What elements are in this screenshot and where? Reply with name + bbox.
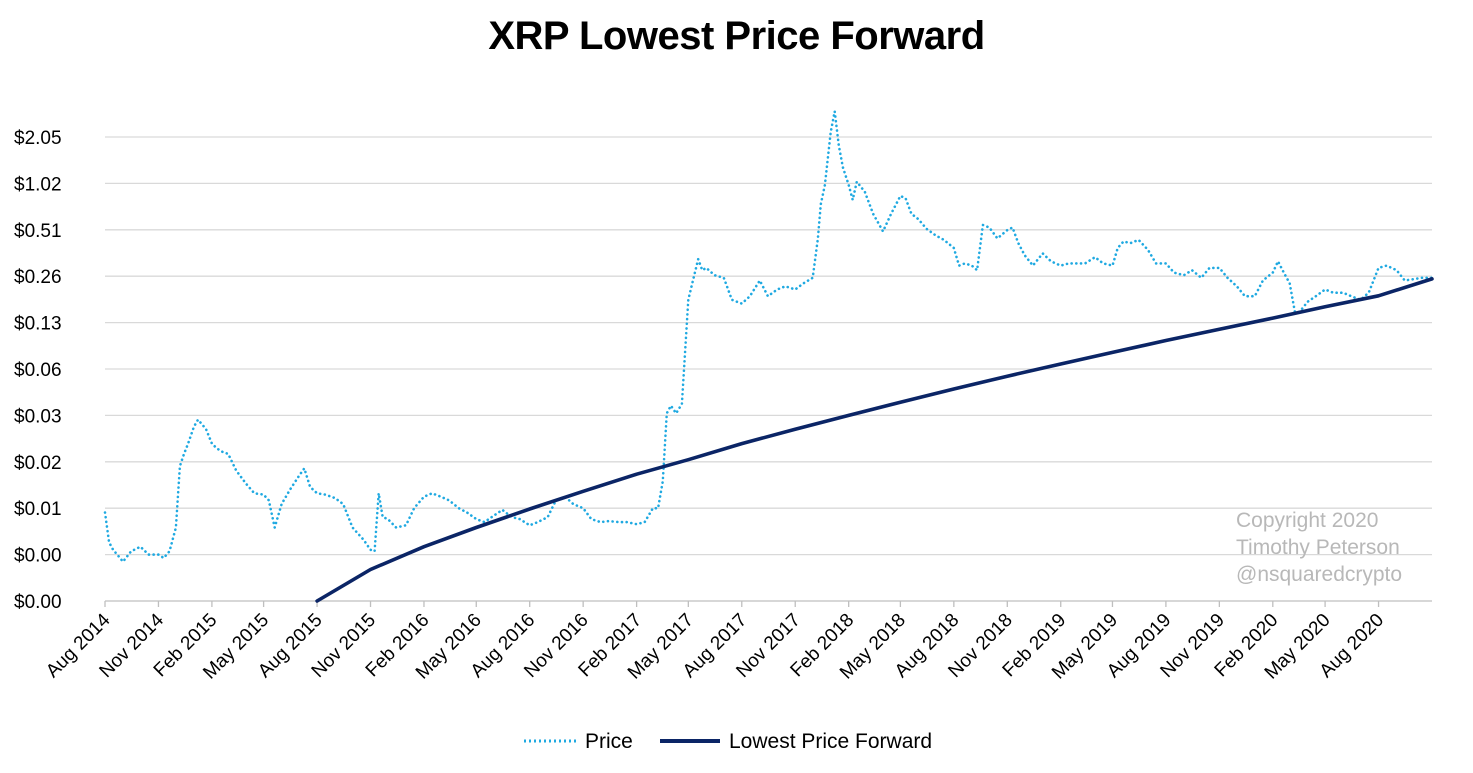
y-tick-label: $2.05 (14, 128, 62, 149)
y-tick-label: $0.26 (14, 267, 62, 288)
series-line-lowest-price-forward (315, 277, 1434, 603)
y-tick-label: $0.51 (14, 221, 62, 242)
copyright-line-2: Timothy Peterson (1236, 536, 1400, 559)
legend-item-lowest-price-forward[interactable]: Lowest Price Forward (660, 730, 932, 753)
y-axis: $0.00 $0.00 $0.01 $0.02 $0.03 $0.06 $0.13 $0.26… (14, 128, 62, 613)
copyright-line-1: Copyright 2020 (1236, 509, 1378, 532)
legend-label-price: Price (585, 730, 633, 753)
legend: Price Lowest Price Forward (524, 730, 932, 753)
gridlines (105, 136, 1432, 556)
legend-label-lowest-price-forward: Lowest Price Forward (729, 730, 932, 753)
copyright-line-3: @nsquaredcrypto (1236, 563, 1402, 586)
series-line-price (103, 110, 1434, 564)
chart-title: XRP Lowest Price Forward (488, 14, 985, 58)
y-tick-label: $0.01 (14, 499, 62, 520)
copyright-note: Copyright 2020 Timothy Peterson @nsquare… (1236, 509, 1402, 586)
y-tick-label: $0.00 (14, 592, 62, 613)
y-tick-label: $0.02 (14, 453, 62, 474)
y-tick-label: $0.06 (14, 360, 62, 381)
y-tick-label: $0.13 (14, 314, 62, 335)
y-tick-label: $0.03 (14, 406, 62, 427)
plot-series (103, 110, 1434, 603)
y-tick-label: $0.00 (14, 546, 62, 567)
x-axis (104, 600, 1432, 607)
y-tick-label: $1.02 (14, 174, 62, 195)
legend-item-price[interactable]: Price (524, 730, 633, 753)
